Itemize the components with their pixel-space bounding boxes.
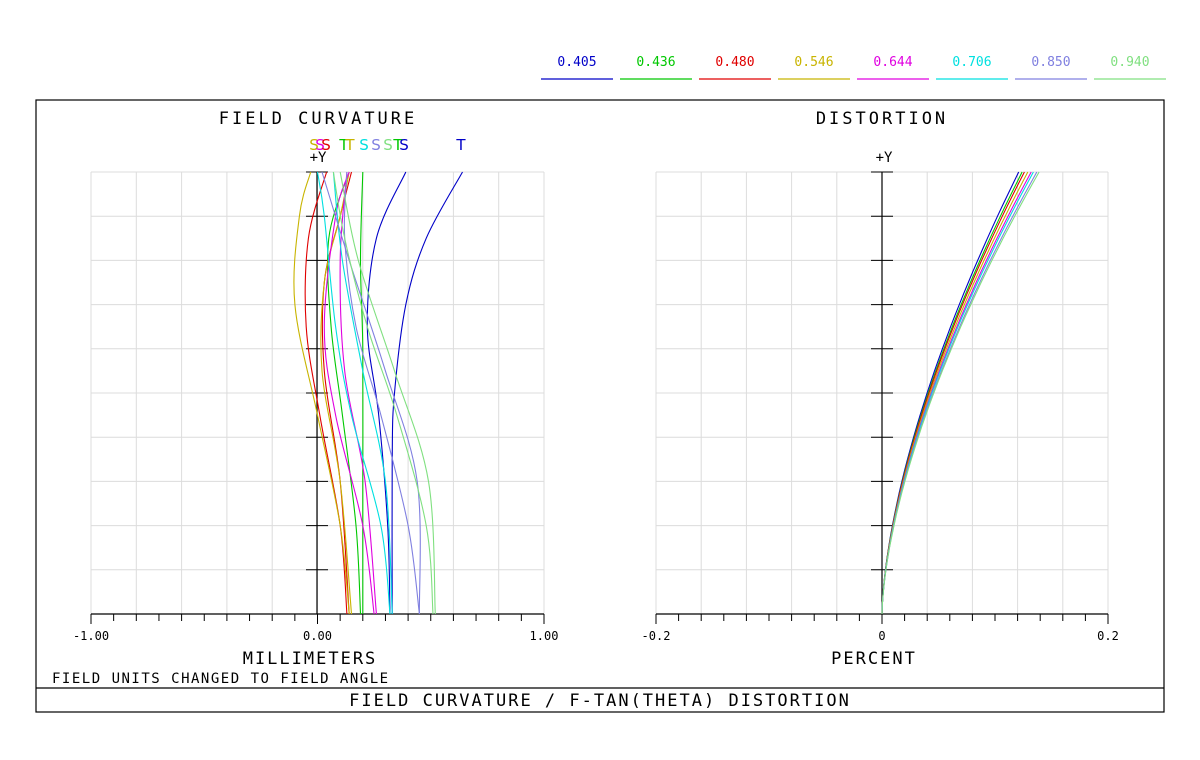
legend-label: 0.940 (1110, 55, 1149, 70)
field-curvature-sagittal-curve (321, 171, 421, 615)
x-tick-label: 0.2 (1097, 629, 1119, 643)
field-curvature-sagittal-curve (339, 171, 436, 615)
curve-type-label: S (371, 136, 381, 154)
legend-label: 0.436 (636, 55, 675, 70)
distortion-y-label: +Y (876, 150, 893, 166)
field-curvature-sagittal-curve (359, 171, 364, 615)
distortion-tick-labels: -0.2 0 0.2 (642, 629, 1119, 643)
field-curvature-series (293, 171, 463, 615)
field-curvature-title: FIELD CURVATURE (219, 109, 418, 129)
curve-type-labels: SSS TT S S S TS T (309, 136, 466, 154)
curve-type-label: T (392, 136, 403, 154)
figure-frame (35, 99, 1165, 713)
field-curvature-tangential-curve (326, 171, 362, 615)
field-units-note: FIELD UNITS CHANGED TO FIELD ANGLE (52, 671, 390, 687)
field-curvature-tangential-curve (316, 171, 391, 615)
legend-label: 0.546 (794, 55, 833, 70)
distortion-title: DISTORTION (816, 109, 948, 129)
curve-type-label: S (359, 136, 369, 154)
x-tick-label: -1.00 (73, 629, 109, 643)
x-tick-label: 0.00 (303, 629, 332, 643)
curve-type-label: S (315, 136, 325, 154)
field-curvature-x-axis (90, 171, 545, 624)
legend-label: 0.405 (557, 55, 596, 70)
field-curvature-y-label: +Y (310, 150, 327, 166)
legend-label: 0.850 (1031, 55, 1070, 70)
x-tick-label: 1.00 (530, 629, 559, 643)
field-curvature-tangential-curve (332, 171, 434, 615)
curve-type-label: T (344, 136, 355, 154)
curve-type-label: S (321, 136, 331, 154)
distortion-curve (881, 171, 1040, 615)
legend-label: 0.706 (952, 55, 991, 70)
field-curvature-tick-labels: -1.00 0.00 1.00 (73, 629, 559, 643)
curve-type-label: S (309, 136, 319, 154)
curve-type-label: S (399, 136, 409, 154)
x-tick-label: -0.2 (642, 629, 671, 643)
distortion-series (881, 171, 1040, 615)
field-curvature-sagittal-curve (366, 171, 407, 615)
distortion-x-axis (655, 171, 1109, 624)
field-curvature-tangential-curve (293, 171, 350, 615)
field-curvature-x-label: MILLIMETERS (243, 649, 378, 669)
curve-type-label: T (338, 136, 349, 154)
legend-label: 0.480 (715, 55, 754, 70)
distortion-panel: DISTORTION +Y -0.2 0 0.2 PERCENT (642, 109, 1119, 669)
field-curvature-panel: FIELD CURVATURE +Y SSS TT S S S TS T -1.00 0.00… (73, 109, 559, 669)
curve-type-label: S (383, 136, 393, 154)
curve-type-label: T (455, 136, 466, 154)
legend-label: 0.644 (873, 55, 912, 70)
field-curvature-sagittal-curve (332, 171, 393, 615)
x-tick-label: 0 (878, 629, 885, 643)
legend: 0.405 0.436 0.480 0.546 0.644 0.706 0.850 0.940 (541, 55, 1166, 80)
figure-title: FIELD CURVATURE / F-TAN(THETA) DISTORTIO… (349, 691, 851, 711)
distortion-x-label: PERCENT (831, 649, 917, 669)
field-curvature-tangential-curve (391, 171, 463, 615)
